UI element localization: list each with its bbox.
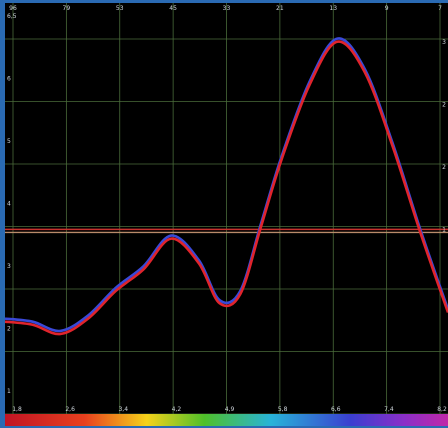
tick-labels: 96 79 53 45 33 21 13 9 71,8 2,6 3,4 4,2 4,9 5,8 6,6 7,4… [7,5,447,413]
bottom-tick-label: 4,9 [225,406,235,413]
right-tick-label: 2 [442,102,446,109]
reference-lines [5,228,448,234]
bottom-tick-label: 2,6 [65,406,75,413]
top-tick-label: 79 [63,5,71,12]
top-tick-label: 53 [116,5,124,12]
spectrum-colorbar [5,414,448,426]
left-tick-label: 4 [7,201,11,208]
bottom-tick-label: 7,4 [384,406,394,413]
top-tick-label: 33 [223,5,231,12]
bottom-tick-label: 5,8 [278,406,288,413]
top-tick-label: 21 [276,5,284,12]
right-tick-label: 1 [442,227,446,234]
bottom-tick-label: 3,4 [118,406,128,413]
left-tick-label: 6 [7,76,11,83]
bottom-tick-label: 4,2 [172,406,182,413]
right-tick-label: 3 [442,39,446,46]
bottom-tick-label: 8,2 [437,406,447,413]
left-tick-label: 1 [7,388,11,395]
left-tick-label: 3 [7,263,11,270]
top-tick-label: 9 [385,5,389,12]
top-tick-label: 45 [169,5,177,12]
bottom-tick-label: 1,8 [12,406,22,413]
right-tick-label: 2 [442,164,446,171]
left-tick-label: 2 [7,326,11,333]
left-tick-label: 5 [7,138,11,145]
top-tick-label: 7 [438,5,442,12]
top-tick-label: 13 [329,5,337,12]
left-tick-label: 6,5 [7,13,17,20]
series-line-2 [4,40,448,336]
bottom-tick-label: 6,6 [331,406,341,413]
top-tick-label: 96 [9,5,17,12]
series-group [4,37,448,336]
